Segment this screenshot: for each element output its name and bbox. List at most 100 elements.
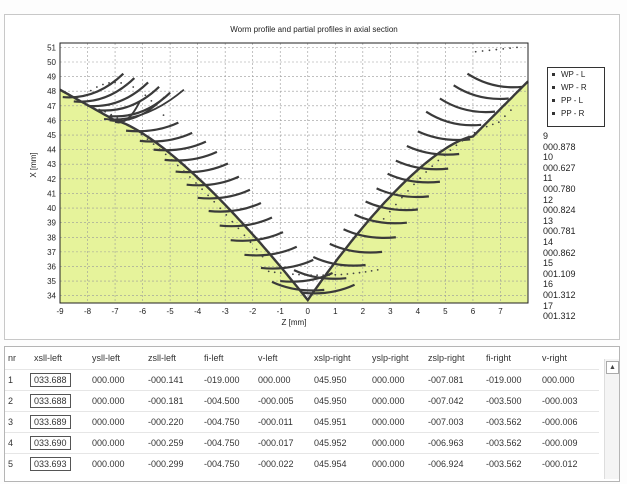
legend-entry: WP - R	[548, 81, 604, 94]
table-cell[interactable]: 033.693	[30, 453, 89, 474]
table-cell[interactable]: 000.000	[369, 390, 425, 412]
table-row[interactable]: 3 033.689 000.000 -000.220 -004.750 -000.011 0…	[5, 411, 599, 433]
table-cell[interactable]: -000.006	[539, 411, 599, 433]
table-cell[interactable]: -000.022	[255, 453, 311, 474]
table-cell[interactable]: -000.181	[145, 390, 201, 412]
profile-point	[395, 203, 397, 206]
table-body: 1 033.688 000.000 -000.141 -019.000 000.000 04…	[5, 369, 599, 474]
table-cell[interactable]: -000.005	[255, 390, 311, 412]
table-cell[interactable]: 5	[5, 453, 31, 474]
side-value: 17	[543, 300, 554, 311]
column-header[interactable]: fi-left	[204, 353, 224, 363]
column-header[interactable]: ysll-left	[92, 353, 121, 363]
table-cell[interactable]: -003.562	[483, 411, 539, 433]
x-tick-label: 0	[306, 307, 311, 316]
table-cell[interactable]: 000.000	[369, 453, 425, 474]
legend-marker-icon	[552, 86, 555, 90]
table-cell[interactable]: 033.688	[30, 390, 89, 412]
table-cell[interactable]: -006.924	[425, 453, 483, 474]
table-cell[interactable]: 2	[5, 390, 31, 412]
table-cell[interactable]: -019.000	[201, 369, 255, 391]
table-cell[interactable]: 000.000	[255, 369, 311, 391]
table-cell[interactable]: 3	[5, 411, 31, 433]
cell-value[interactable]: 033.690	[30, 436, 71, 450]
profile-point	[491, 123, 494, 126]
vertical-scrollbar[interactable]: ▲	[604, 359, 619, 479]
table-cell[interactable]: -006.963	[425, 432, 483, 454]
table-cell[interactable]: -019.000	[483, 369, 539, 391]
left-partial-profile	[302, 283, 356, 295]
x-tick-label: -4	[194, 307, 202, 316]
table-cell[interactable]: 045.950	[311, 369, 369, 391]
cell-value[interactable]: 033.688	[30, 394, 71, 408]
table-cell[interactable]: -000.017	[255, 432, 311, 454]
table-cell[interactable]: -004.750	[201, 432, 255, 454]
table-cell[interactable]: 033.688	[30, 369, 89, 391]
partial-profile-points	[83, 46, 518, 277]
table-cell[interactable]: -000.012	[539, 453, 599, 474]
y-tick-label: 38	[47, 233, 56, 242]
table-cell[interactable]: 000.000	[89, 390, 145, 412]
table-row[interactable]: 5 033.693 000.000 -000.299 -004.750 -000.022 0…	[5, 453, 599, 474]
table-cell[interactable]: 1	[5, 369, 31, 391]
column-header[interactable]: fi-right	[486, 353, 512, 363]
cell-value[interactable]: 033.688	[30, 373, 71, 387]
table-cell[interactable]: -000.259	[145, 432, 201, 454]
table-cell[interactable]: -007.003	[425, 411, 483, 433]
table-cell[interactable]: 033.689	[30, 411, 89, 433]
table-cell[interactable]: 000.000	[89, 453, 145, 474]
table-cell[interactable]: -003.562	[483, 453, 539, 474]
table-cell[interactable]: -000.141	[145, 369, 201, 391]
table-cell[interactable]: -007.081	[425, 369, 483, 391]
table-cell[interactable]: 000.000	[539, 369, 599, 391]
table-cell[interactable]: -004.750	[201, 453, 255, 474]
column-header[interactable]: xsll-left	[34, 353, 63, 363]
profile-point	[346, 273, 349, 275]
table-cell[interactable]: -004.750	[201, 411, 255, 433]
table-row[interactable]: 2 033.688 000.000 -000.181 -004.500 -000.005 0…	[5, 390, 599, 412]
profile-point	[219, 207, 222, 210]
table-cell[interactable]: 000.000	[369, 411, 425, 433]
table-cell[interactable]: 000.000	[89, 432, 145, 454]
column-header[interactable]: xslp-right	[314, 353, 351, 363]
table-row[interactable]: 1 033.688 000.000 -000.141 -019.000 000.000 04…	[5, 369, 599, 391]
legend-label: WP - R	[561, 83, 587, 92]
column-header[interactable]: zsll-left	[148, 353, 177, 363]
profile-point	[279, 272, 282, 274]
profile-point	[474, 50, 477, 53]
table-cell[interactable]: 045.950	[311, 390, 369, 412]
table-cell[interactable]: 000.000	[89, 411, 145, 433]
column-header[interactable]: v-right	[542, 353, 568, 363]
table-cell[interactable]: -000.009	[539, 432, 599, 454]
table-cell[interactable]: 045.954	[311, 453, 369, 474]
table-cell[interactable]: -003.500	[483, 390, 539, 412]
cell-value[interactable]: 033.693	[30, 457, 71, 471]
table-cell[interactable]: -000.220	[145, 411, 201, 433]
table-cell[interactable]: 045.951	[311, 411, 369, 433]
x-tick-label: -1	[277, 307, 285, 316]
table-cell[interactable]: -004.500	[201, 390, 255, 412]
table-cell[interactable]: -000.011	[255, 411, 311, 433]
cell-value[interactable]: 033.689	[30, 415, 71, 429]
column-header[interactable]: zslp-right	[428, 353, 465, 363]
table-cell[interactable]: -000.003	[539, 390, 599, 412]
table-cell[interactable]: 000.000	[369, 369, 425, 391]
table-cell[interactable]: 4	[5, 432, 31, 454]
column-header[interactable]: nr	[8, 353, 17, 363]
table-cell[interactable]: 045.952	[311, 432, 369, 454]
table-cell[interactable]: 000.000	[89, 369, 145, 391]
table-cell[interactable]: 033.690	[30, 432, 89, 454]
table-row[interactable]: 4 033.690 000.000 -000.259 -004.750 -000.017 0…	[5, 432, 599, 454]
table-cell[interactable]: -000.299	[145, 453, 201, 474]
table-cell[interactable]: -007.042	[425, 390, 483, 412]
column-header[interactable]: yslp-right	[372, 353, 409, 363]
legend-label: WP - L	[561, 70, 586, 79]
column-header[interactable]: v-left	[258, 353, 278, 363]
left-partial-profile	[98, 86, 160, 112]
profile-point	[488, 49, 491, 52]
table-cell[interactable]: -003.562	[483, 432, 539, 454]
profile-point	[516, 46, 518, 49]
table-cell[interactable]: 000.000	[369, 432, 425, 454]
scroll-up-icon[interactable]: ▲	[606, 361, 619, 374]
